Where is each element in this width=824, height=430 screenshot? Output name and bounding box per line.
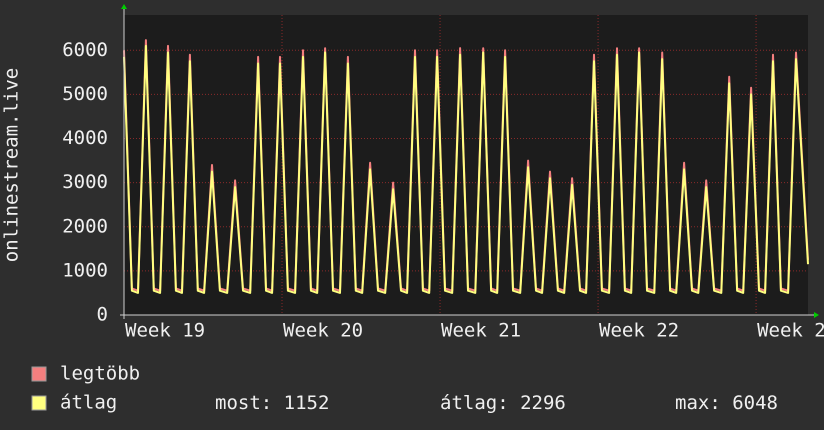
stat: átlag: 2296 (440, 392, 566, 414)
series-line (123, 44, 809, 294)
legend-swatch (31, 366, 47, 382)
x-tick-label: Week 21 (441, 320, 521, 342)
arrow (121, 4, 127, 9)
plot-area (124, 15, 808, 315)
x-tick-label: Week 19 (125, 320, 205, 342)
stat: max: 6048 (675, 392, 778, 414)
stat: most: 1152 (215, 392, 329, 414)
y-axis-label: onlinestream.live (1, 68, 23, 262)
x-tick-label: Week 20 (283, 320, 363, 342)
stat-value: 2296 (520, 392, 566, 414)
legend-label: legtöbb (60, 363, 140, 385)
y-tick-label: 6000 (62, 39, 108, 61)
legend-swatch (31, 395, 47, 411)
y-tick-label: 1000 (62, 259, 108, 281)
x-tick-label: Week 23 (757, 320, 824, 342)
stat-value: 1152 (284, 392, 330, 414)
stat-label: most: (215, 392, 272, 414)
y-tick-label: 3000 (62, 171, 108, 193)
stat-value: 6048 (732, 392, 778, 414)
arrow (814, 312, 819, 318)
x-tick-label: Week 22 (599, 320, 679, 342)
y-tick-label: 4000 (62, 127, 108, 149)
y-tick-label: 0 (97, 304, 108, 326)
legend-label: átlag (60, 392, 117, 414)
y-tick-label: 2000 (62, 215, 108, 237)
stat-label: átlag: (440, 392, 509, 414)
stat-label: max: (675, 392, 721, 414)
y-tick-label: 5000 (62, 83, 108, 105)
